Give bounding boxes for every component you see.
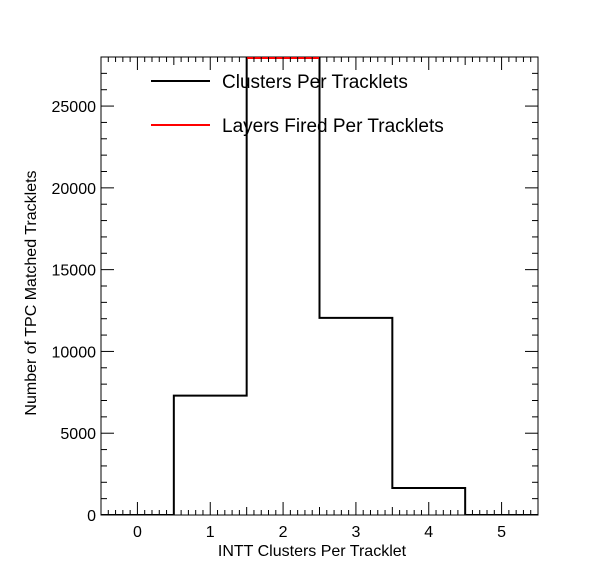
- y-axis-title: Number of TPC Matched Tracklets: [23, 170, 40, 415]
- series-line-clusters: [101, 57, 538, 515]
- x-tick-label: 4: [424, 524, 433, 541]
- y-tick-label: 5000: [60, 426, 96, 443]
- x-tick-label: 5: [497, 524, 506, 541]
- axes: 0 1 2 3 4 5 0 5000 10000 15000 20000 25000: [52, 56, 539, 541]
- y-tick-label: 15000: [52, 263, 97, 280]
- x-tick-label: 2: [279, 524, 288, 541]
- x-tick-label: 0: [133, 524, 142, 541]
- legend-label-layers: Layers Fired Per Tracklets: [222, 116, 444, 137]
- y-tick-label: 10000: [52, 344, 97, 361]
- y-tick-label: 0: [87, 508, 96, 525]
- y-tick-label: 20000: [52, 181, 97, 198]
- x-tick-label: 1: [206, 524, 215, 541]
- x-tick-label: 3: [351, 524, 360, 541]
- legend-label-clusters: Clusters Per Tracklets: [222, 72, 408, 93]
- x-axis-title: INTT Clusters Per Tracklet: [218, 543, 407, 560]
- legend: Clusters Per Tracklets Layers Fired Per …: [151, 72, 444, 137]
- y-tick-label: 25000: [52, 99, 97, 116]
